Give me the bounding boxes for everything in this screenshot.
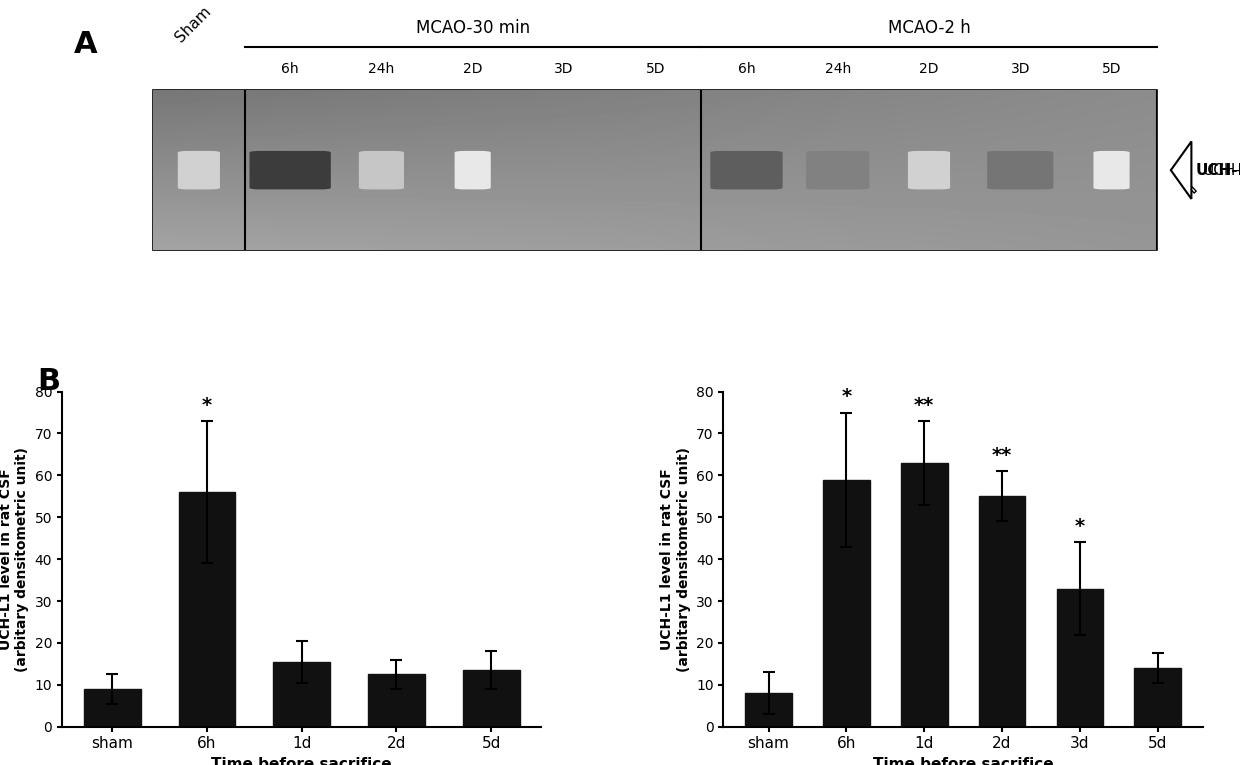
Text: 5D: 5D xyxy=(1102,62,1121,76)
FancyBboxPatch shape xyxy=(154,90,1157,250)
FancyBboxPatch shape xyxy=(711,151,782,190)
FancyBboxPatch shape xyxy=(177,151,219,190)
Text: *: * xyxy=(842,387,852,406)
Bar xyxy=(1135,668,1180,727)
Text: 3D: 3D xyxy=(554,62,574,76)
X-axis label: Time before sacrifice: Time before sacrifice xyxy=(873,757,1054,765)
Text: UCH-L1: UCH-L1 xyxy=(1195,163,1240,177)
Text: 6h: 6h xyxy=(281,62,299,76)
Text: Sham: Sham xyxy=(172,4,215,46)
Text: *: * xyxy=(1075,517,1085,536)
Text: MCAO-2 h: MCAO-2 h xyxy=(888,19,971,37)
Bar xyxy=(84,689,140,727)
FancyBboxPatch shape xyxy=(1094,151,1130,190)
Bar xyxy=(745,693,792,727)
Bar xyxy=(1056,588,1104,727)
FancyBboxPatch shape xyxy=(908,151,950,190)
Bar xyxy=(978,496,1025,727)
Text: MCAO-30 min: MCAO-30 min xyxy=(415,19,529,37)
X-axis label: Time before sacrifice: Time before sacrifice xyxy=(211,757,392,765)
Bar xyxy=(823,480,869,727)
Text: **: ** xyxy=(992,446,1012,465)
Bar xyxy=(179,492,236,727)
Bar xyxy=(273,662,330,727)
Text: *: * xyxy=(202,396,212,415)
Text: 2D: 2D xyxy=(919,62,939,76)
Text: B: B xyxy=(37,367,61,396)
Bar xyxy=(901,463,947,727)
Y-axis label: UCH-L1 level in rat CSF
(arbitary densitometric unit): UCH-L1 level in rat CSF (arbitary densit… xyxy=(0,447,29,672)
FancyBboxPatch shape xyxy=(455,151,491,190)
Text: 24h: 24h xyxy=(368,62,394,76)
FancyBboxPatch shape xyxy=(806,151,869,190)
FancyBboxPatch shape xyxy=(249,151,331,190)
FancyBboxPatch shape xyxy=(358,151,404,190)
Bar xyxy=(463,670,520,727)
Y-axis label: UCH-L1 level in rat CSF
(arbitary densitometric unit): UCH-L1 level in rat CSF (arbitary densit… xyxy=(661,447,691,672)
FancyBboxPatch shape xyxy=(987,151,1054,190)
Text: **: ** xyxy=(914,396,935,415)
Text: 6h: 6h xyxy=(738,62,755,76)
Bar xyxy=(368,675,425,727)
Polygon shape xyxy=(1171,142,1192,199)
Text: 3D: 3D xyxy=(1011,62,1030,76)
Text: 5D: 5D xyxy=(646,62,665,76)
Text: 24h: 24h xyxy=(825,62,851,76)
Text: UCH-L1: UCH-L1 xyxy=(1203,163,1240,177)
Text: 2D: 2D xyxy=(463,62,482,76)
Text: A: A xyxy=(73,30,97,59)
